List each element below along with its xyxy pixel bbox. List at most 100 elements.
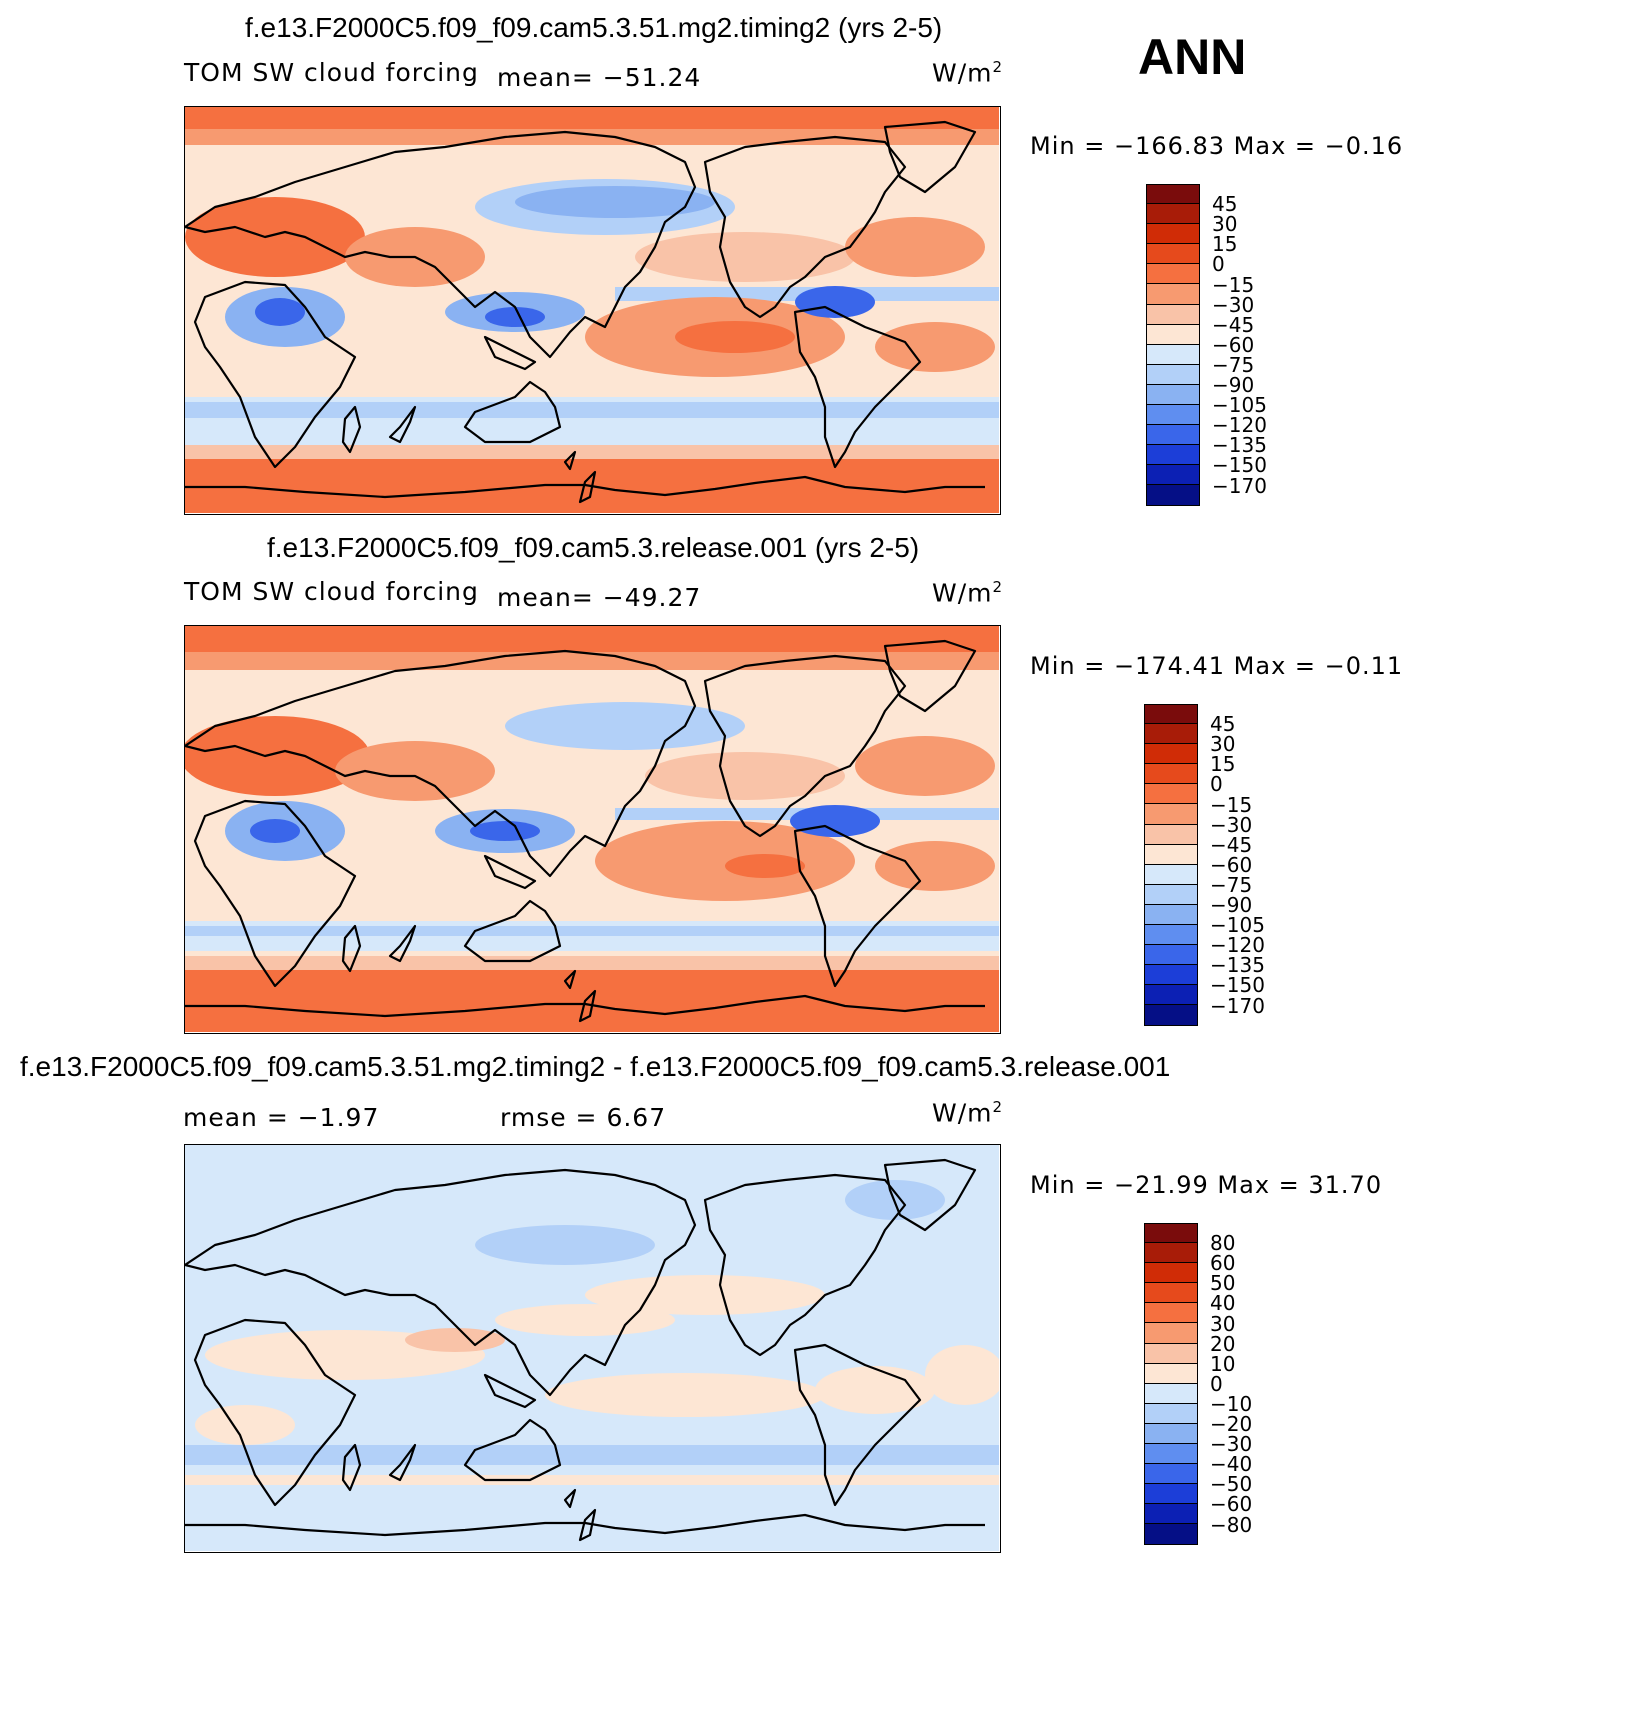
colorbar-tick-label: −20 <box>1210 1412 1253 1436</box>
panel1-map <box>184 106 1001 515</box>
panel1-contour-field <box>185 107 999 513</box>
panel1-mean: mean= −51.24 <box>497 63 702 92</box>
colorbar-swatch <box>1146 344 1200 365</box>
colorbar-tick-label: 50 <box>1210 1271 1236 1296</box>
colorbar-swatch <box>1144 824 1198 845</box>
colorbar-swatch <box>1146 405 1200 426</box>
colorbar-swatch <box>1144 904 1198 926</box>
colorbar-swatch <box>1146 364 1200 385</box>
colorbar-tick-label: −135 <box>1210 953 1265 978</box>
panel2-minmax: Min = −174.41 Max = −0.11 <box>1030 652 1404 680</box>
colorbar-tick-label: −170 <box>1210 993 1265 1018</box>
colorbar-tick-label: 0 <box>1210 1371 1223 1396</box>
colorbar-swatch <box>1144 1263 1198 1284</box>
colorbar-tick-label: −30 <box>1210 1432 1253 1457</box>
colorbar-tick-label: −30 <box>1210 812 1253 837</box>
colorbar-swatch <box>1146 184 1200 205</box>
colorbar-swatch <box>1144 1383 1198 1404</box>
colorbar-swatch <box>1144 704 1198 725</box>
colorbar-swatch <box>1146 284 1200 305</box>
panel3-minmax: Min = −21.99 Max = 31.70 <box>1030 1171 1383 1199</box>
panel2-colorbar <box>1144 704 1198 1026</box>
colorbar-tick-label: −15 <box>1212 272 1255 297</box>
colorbar-swatch <box>1144 1403 1198 1424</box>
colorbar-swatch <box>1144 724 1198 745</box>
colorbar-swatch <box>1144 764 1198 785</box>
colorbar-swatch <box>1144 1283 1198 1304</box>
colorbar-swatch <box>1144 844 1198 865</box>
panel2-variable: TOM SW cloud forcing <box>184 577 479 606</box>
colorbar-tick-label: 15 <box>1210 752 1236 777</box>
colorbar-swatch <box>1144 864 1198 885</box>
colorbar-swatch <box>1146 465 1200 486</box>
panel3-title: f.e13.F2000C5.f09_f09.cam5.3.51.mg2.timi… <box>20 1051 1171 1082</box>
panel3-map <box>184 1144 1001 1553</box>
colorbar-tick-label: 30 <box>1212 212 1238 237</box>
colorbar-tick-label: −120 <box>1212 413 1267 438</box>
colorbar-tick-label: 30 <box>1210 732 1236 757</box>
colorbar-swatch <box>1146 244 1200 265</box>
colorbar-tick-label: 45 <box>1210 712 1236 737</box>
panel2-map <box>184 625 1001 1034</box>
colorbar-swatch <box>1144 744 1198 765</box>
panel1-title: f.e13.F2000C5.f09_f09.cam5.3.51.mg2.timi… <box>245 12 943 43</box>
colorbar-swatch <box>1144 945 1198 966</box>
colorbar-swatch <box>1146 324 1200 345</box>
panel2-units: W/m2 <box>932 578 1004 608</box>
panel3-contour-field <box>185 1145 999 1551</box>
colorbar-swatch <box>1146 425 1200 446</box>
colorbar-swatch <box>1144 985 1198 1006</box>
colorbar-tick-label: 10 <box>1210 1351 1236 1376</box>
colorbar-tick-label: −45 <box>1212 312 1255 337</box>
colorbar-tick-label: −150 <box>1210 973 1265 998</box>
colorbar-swatch <box>1146 445 1200 466</box>
colorbar-swatch <box>1146 485 1200 506</box>
colorbar-swatch <box>1146 384 1200 406</box>
colorbar-tick-label: 0 <box>1210 772 1223 797</box>
colorbar-swatch <box>1144 784 1198 805</box>
colorbar-swatch <box>1144 1005 1198 1026</box>
panel2-contour-field <box>185 626 999 1032</box>
colorbar-tick-label: 30 <box>1210 1311 1236 1336</box>
colorbar-tick-label: 20 <box>1210 1331 1236 1356</box>
panel3-mean: mean = −1.97 <box>183 1103 380 1132</box>
colorbar-tick-label: −90 <box>1210 893 1253 917</box>
colorbar-tick-label: −60 <box>1210 1492 1253 1517</box>
colorbar-swatch <box>1144 804 1198 825</box>
colorbar-swatch <box>1144 965 1198 986</box>
panel2-title: f.e13.F2000C5.f09_f09.cam5.3.release.001… <box>267 532 920 563</box>
colorbar-swatch <box>1144 1484 1198 1505</box>
colorbar-tick-label: 15 <box>1212 232 1238 257</box>
colorbar-tick-label: 45 <box>1212 192 1238 217</box>
colorbar-tick-label: −45 <box>1210 832 1253 857</box>
panel1-units: W/m2 <box>932 58 1004 88</box>
panel2-mean: mean= −49.27 <box>497 583 702 612</box>
colorbar-swatch <box>1144 1464 1198 1485</box>
colorbar-swatch <box>1144 1524 1198 1545</box>
colorbar-swatch <box>1144 1303 1198 1324</box>
colorbar-swatch <box>1144 1343 1198 1364</box>
colorbar-swatch <box>1144 1243 1198 1264</box>
colorbar-tick-label: 40 <box>1210 1291 1236 1316</box>
colorbar-tick-label: −105 <box>1210 913 1265 938</box>
panel1-colorbar <box>1146 184 1200 506</box>
panel1-minmax: Min = −166.83 Max = −0.16 <box>1030 132 1404 160</box>
panel3-units: W/m2 <box>932 1098 1004 1128</box>
colorbar-tick-label: −10 <box>1210 1391 1253 1416</box>
colorbar-tick-label: −75 <box>1210 872 1253 897</box>
panel3-rmse: rmse = 6.67 <box>500 1103 667 1132</box>
colorbar-swatch <box>1144 1444 1198 1465</box>
colorbar-tick-label: −150 <box>1212 453 1267 478</box>
colorbar-tick-label: −105 <box>1212 393 1267 418</box>
panel1-variable: TOM SW cloud forcing <box>184 58 479 87</box>
colorbar-swatch <box>1144 1423 1198 1445</box>
colorbar-tick-label: −170 <box>1212 473 1267 498</box>
colorbar-swatch <box>1146 304 1200 325</box>
colorbar-tick-label: −80 <box>1210 1512 1253 1537</box>
colorbar-tick-label: −90 <box>1212 373 1255 397</box>
colorbar-tick-label: −135 <box>1212 433 1267 458</box>
colorbar-swatch <box>1146 264 1200 285</box>
colorbar-swatch <box>1146 204 1200 225</box>
colorbar-swatch <box>1146 224 1200 245</box>
colorbar-swatch <box>1144 1504 1198 1525</box>
